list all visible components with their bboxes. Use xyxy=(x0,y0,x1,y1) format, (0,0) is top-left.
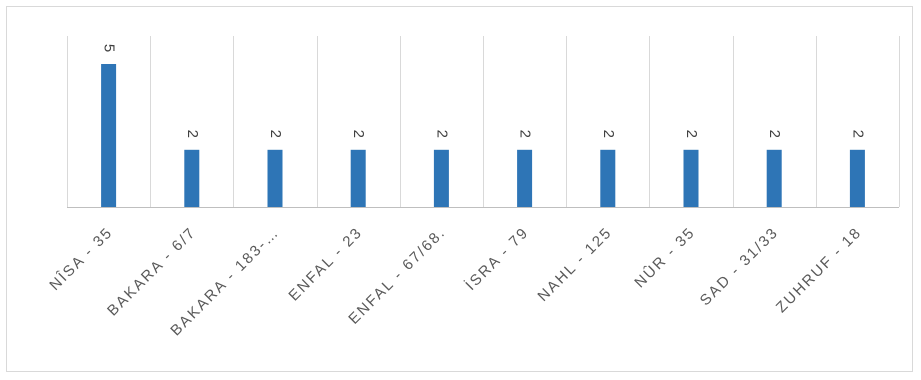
x-tick-label: ENFAL - 23 xyxy=(285,224,366,305)
bar xyxy=(683,149,699,207)
bar xyxy=(517,149,533,207)
data-label: 5 xyxy=(101,44,118,52)
data-label: 2 xyxy=(517,130,534,138)
bar xyxy=(184,149,200,207)
x-tick-label: NAHL - 125 xyxy=(534,224,615,305)
bar xyxy=(849,149,865,207)
x-tick-label: ZUHRUF - 18 xyxy=(773,224,865,316)
bar xyxy=(433,149,449,207)
data-label: 2 xyxy=(766,130,783,138)
data-label: 2 xyxy=(350,130,367,138)
data-label: 2 xyxy=(267,130,284,138)
x-tick-label: NÛR - 35 xyxy=(631,224,699,292)
x-tick-label: BAKARA - 6/7 xyxy=(104,224,200,320)
bar xyxy=(766,149,782,207)
data-label: 2 xyxy=(184,130,201,138)
data-label: 2 xyxy=(849,130,866,138)
x-tick-label: SAD - 31/33 xyxy=(697,224,782,309)
bar xyxy=(267,149,283,207)
x-tick-label: NÎSA - 35 xyxy=(46,224,116,294)
bar xyxy=(101,64,117,207)
data-label: 2 xyxy=(600,130,617,138)
data-label: 2 xyxy=(683,130,700,138)
bar xyxy=(600,149,616,207)
x-tick-label: İSRA - 79 xyxy=(462,223,533,294)
bar xyxy=(350,149,366,207)
chart-area xyxy=(6,6,913,372)
data-label: 2 xyxy=(433,130,450,138)
